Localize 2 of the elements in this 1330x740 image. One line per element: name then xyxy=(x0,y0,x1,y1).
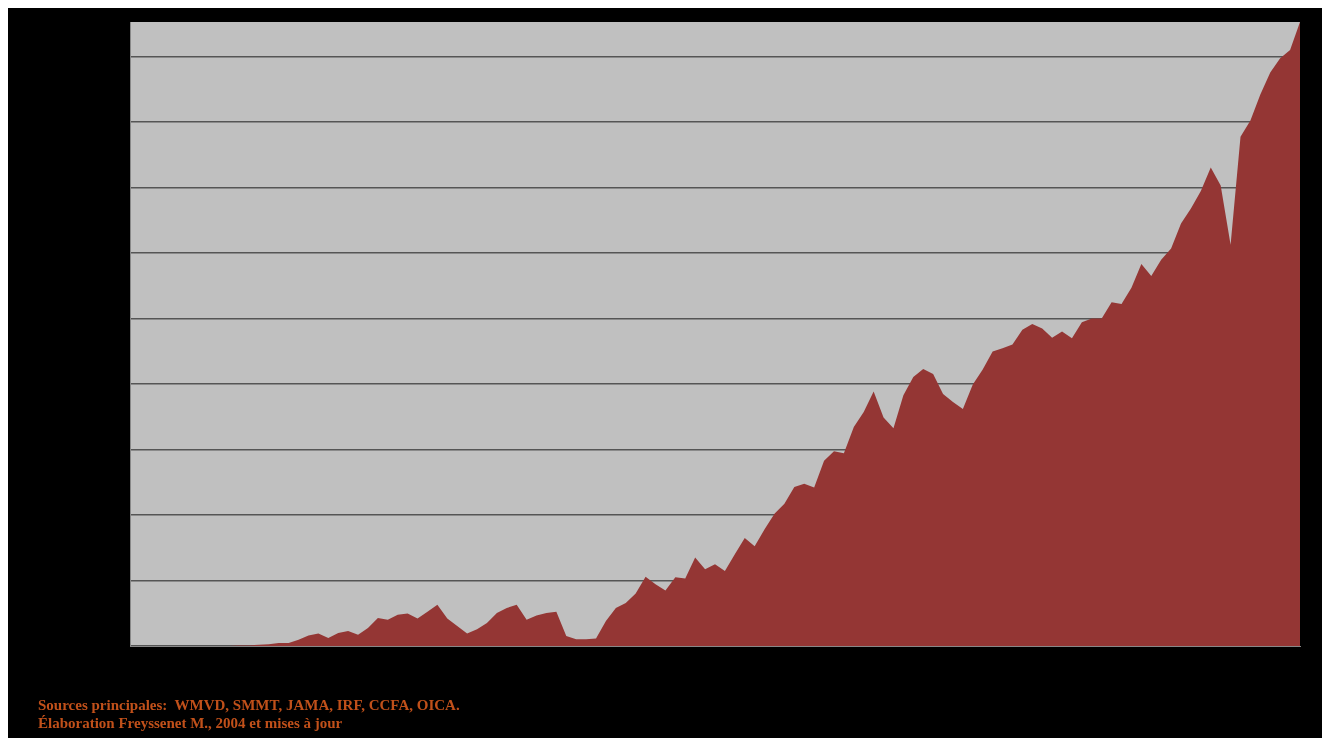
text: Élaboration Freyssenet M., 2004 et mises à jour xyxy=(38,715,343,731)
source-note: Sources principales: WMVD, SMMT, JAMA, IRF, CCFA, OICA. xyxy=(38,697,460,713)
